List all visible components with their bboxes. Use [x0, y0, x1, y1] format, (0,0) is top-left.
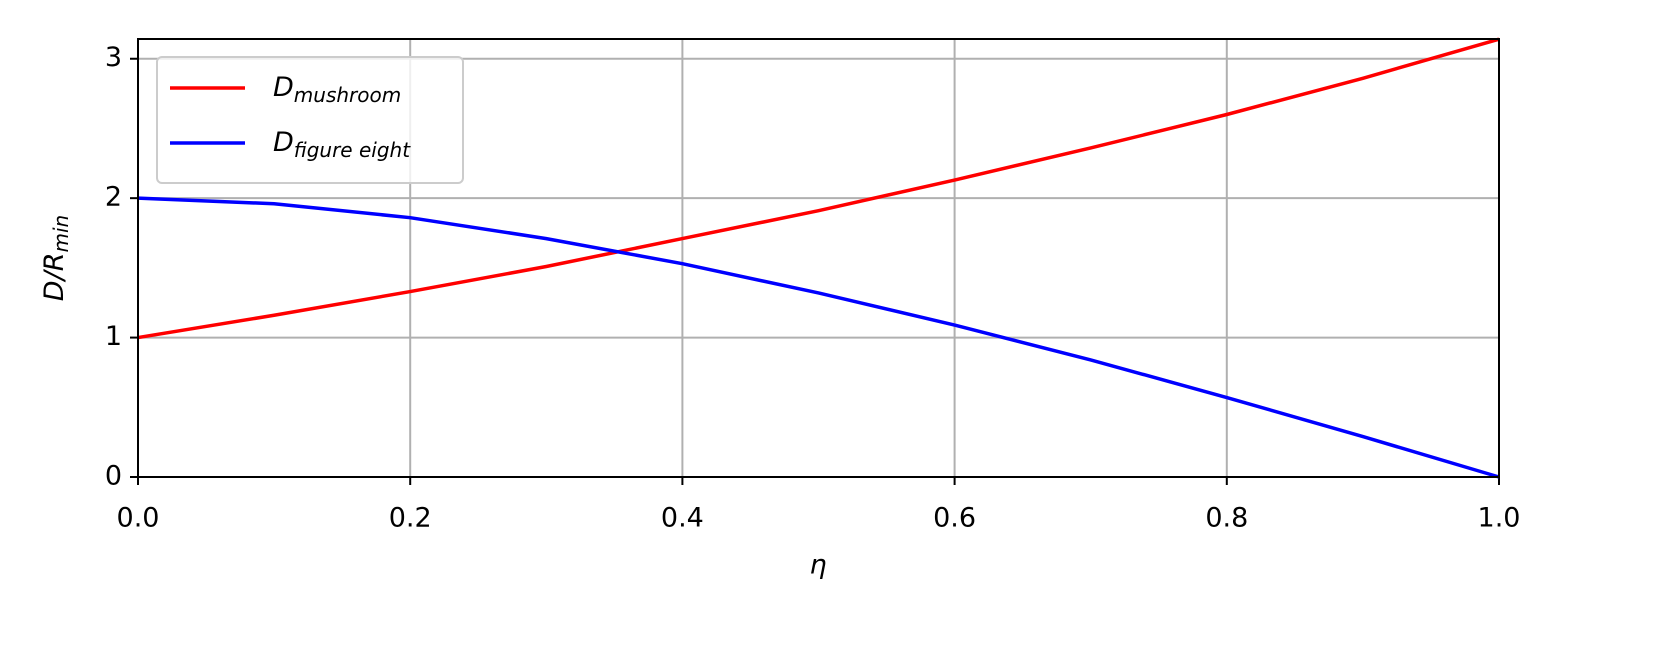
x-tick-label: 0.2 [389, 503, 432, 534]
legend-label-main: D [273, 72, 294, 103]
x-tick-label: 0.6 [933, 503, 976, 534]
x-tick-label: 0.0 [117, 503, 160, 534]
series-line [137, 37, 1500, 340]
legend-label-subscript: figure eight [294, 138, 411, 162]
y-axis-label-main: D/R [39, 253, 70, 302]
x-axis-label: η [809, 550, 826, 581]
legend-label: Dfigure eight [273, 127, 411, 162]
y-tick-label: 0 [105, 461, 122, 492]
y-tick-label: 2 [105, 182, 122, 213]
x-tick-label: 0.4 [661, 503, 704, 534]
legend-label-main: D [273, 127, 294, 158]
legend-box [156, 56, 464, 184]
y-tick-label: 3 [105, 42, 122, 73]
x-tick-label: 0.8 [1205, 503, 1248, 534]
series-line [137, 196, 1500, 479]
x-tick-label: 1.0 [1478, 503, 1521, 534]
legend-label: Dmushroom [273, 72, 401, 107]
legend-label-subscript: mushroom [294, 83, 401, 107]
y-axis-label: D/Rmin [39, 215, 73, 301]
y-tick-label: 1 [105, 321, 122, 352]
plot-frame [137, 38, 1500, 478]
y-axis-label-subscript: min [49, 215, 73, 253]
